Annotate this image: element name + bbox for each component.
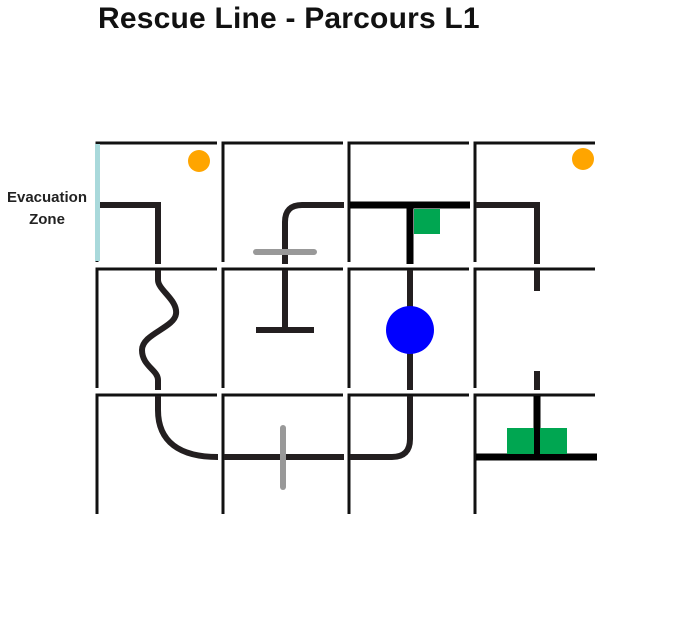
evacuation-zone-label-line2: Zone — [29, 211, 65, 228]
tile-r3c4-border — [473, 393, 595, 514]
tile-r1c3-border — [347, 141, 469, 262]
line-r3c3-curve — [350, 396, 413, 460]
tile-r2c3-border — [347, 267, 469, 388]
tile-r3c2-border — [221, 393, 343, 514]
evacuation-zone-label: Evacuation Zone — [0, 187, 94, 231]
tile-r2c4-border — [473, 267, 595, 388]
page-title: Rescue Line - Parcours L1 — [98, 2, 480, 35]
line-track — [100, 202, 540, 460]
victim-ball-r1c4 — [572, 148, 594, 170]
line-r2c1-zigzag — [138, 270, 180, 390]
tile-r3c1-border — [95, 393, 217, 514]
line-r3c1-curve — [155, 396, 219, 460]
line-r1c4-corner — [476, 202, 540, 264]
tile-r3c3-border — [347, 393, 469, 514]
green-marker-r3c4-left — [507, 428, 534, 454]
tile-r2c2-border — [221, 267, 343, 388]
evacuation-zone-label-line1: Evacuation — [6, 189, 88, 206]
green-marker-r1c3 — [414, 209, 440, 234]
line-r1c2-curve — [282, 202, 344, 264]
green-marker-r3c4-right — [540, 428, 567, 454]
victim-ball-r1c1 — [188, 150, 210, 172]
tile-r2c1-border — [95, 267, 217, 388]
tile-borders — [95, 141, 595, 514]
evacuation-zone-marker — [95, 144, 100, 261]
line-r1c1-corner — [100, 202, 161, 264]
tile-r1c2-border — [221, 141, 343, 262]
obstacle-blue — [386, 306, 434, 354]
t-junctions — [350, 201, 597, 461]
tile-r1c4-border — [473, 141, 595, 262]
